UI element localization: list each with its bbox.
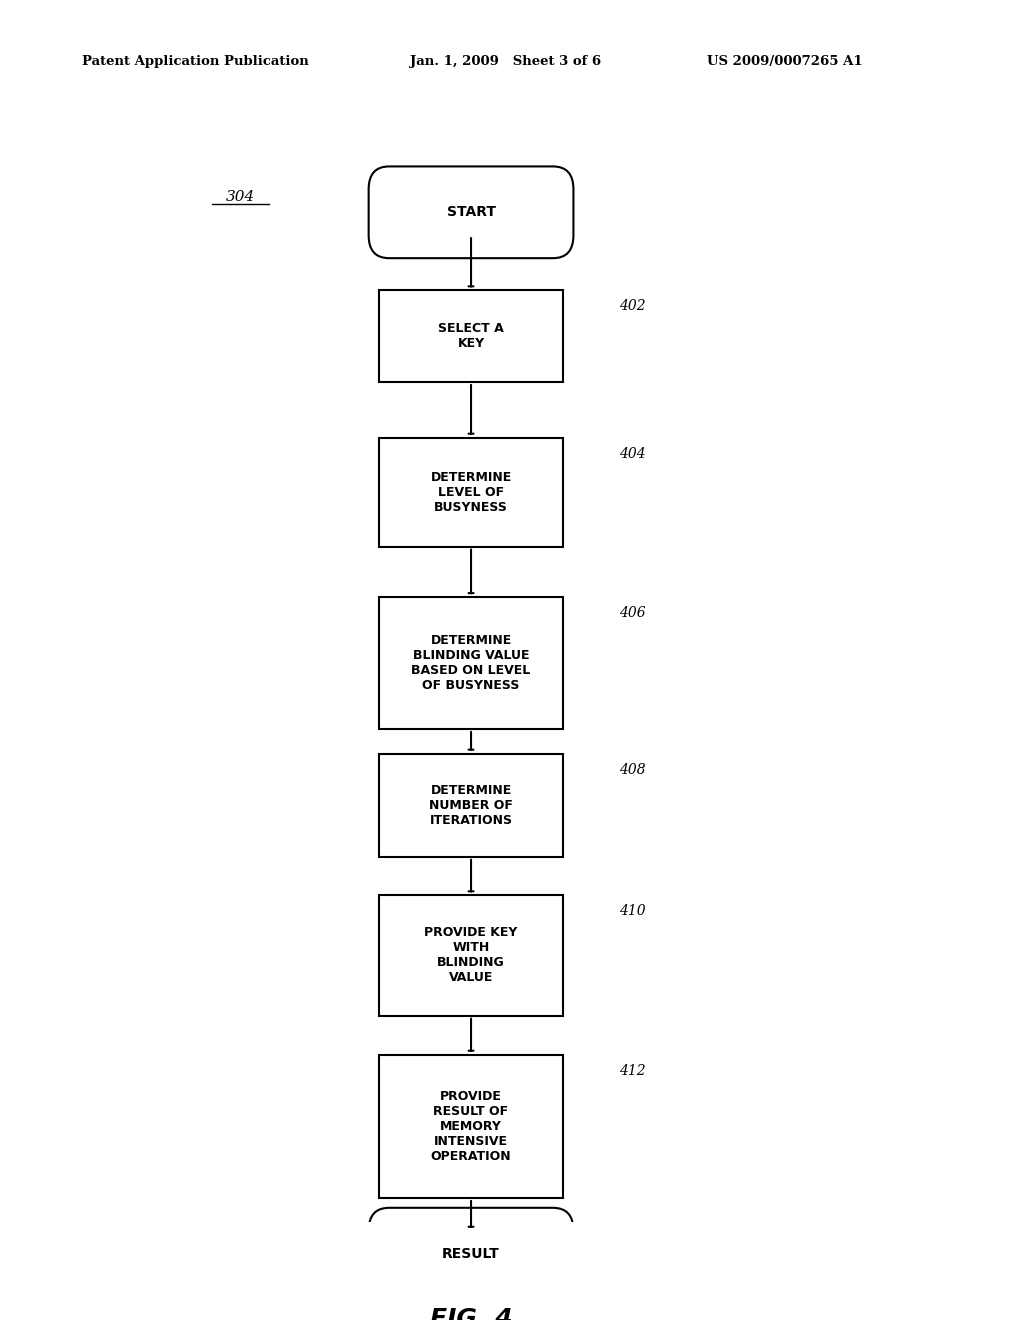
FancyBboxPatch shape [369, 1208, 573, 1300]
Text: 304: 304 [226, 190, 255, 205]
Text: PROVIDE KEY
WITH
BLINDING
VALUE: PROVIDE KEY WITH BLINDING VALUE [424, 927, 518, 985]
Text: 410: 410 [620, 904, 646, 919]
Text: Patent Application Publication: Patent Application Publication [82, 55, 308, 69]
Text: Jan. 1, 2009   Sheet 3 of 6: Jan. 1, 2009 Sheet 3 of 6 [410, 55, 601, 69]
Text: SELECT A
KEY: SELECT A KEY [438, 322, 504, 350]
FancyBboxPatch shape [379, 438, 563, 546]
FancyBboxPatch shape [379, 754, 563, 857]
Text: DETERMINE
BLINDING VALUE
BASED ON LEVEL
OF BUSYNESS: DETERMINE BLINDING VALUE BASED ON LEVEL … [412, 634, 530, 692]
Text: 404: 404 [620, 447, 646, 461]
FancyBboxPatch shape [379, 597, 563, 729]
Text: RESULT: RESULT [442, 1246, 500, 1261]
Text: FIG. 4: FIG. 4 [430, 1307, 512, 1320]
Text: 402: 402 [620, 300, 646, 313]
Text: 412: 412 [620, 1064, 646, 1078]
Text: START: START [446, 206, 496, 219]
Text: DETERMINE
LEVEL OF
BUSYNESS: DETERMINE LEVEL OF BUSYNESS [430, 471, 512, 513]
Text: US 2009/0007265 A1: US 2009/0007265 A1 [707, 55, 862, 69]
FancyBboxPatch shape [369, 166, 573, 259]
FancyBboxPatch shape [379, 290, 563, 381]
Text: DETERMINE
NUMBER OF
ITERATIONS: DETERMINE NUMBER OF ITERATIONS [429, 784, 513, 826]
Text: 406: 406 [620, 606, 646, 620]
FancyBboxPatch shape [379, 895, 563, 1015]
Text: PROVIDE
RESULT OF
MEMORY
INTENSIVE
OPERATION: PROVIDE RESULT OF MEMORY INTENSIVE OPERA… [431, 1090, 511, 1163]
FancyBboxPatch shape [379, 1055, 563, 1199]
Text: 408: 408 [620, 763, 646, 776]
